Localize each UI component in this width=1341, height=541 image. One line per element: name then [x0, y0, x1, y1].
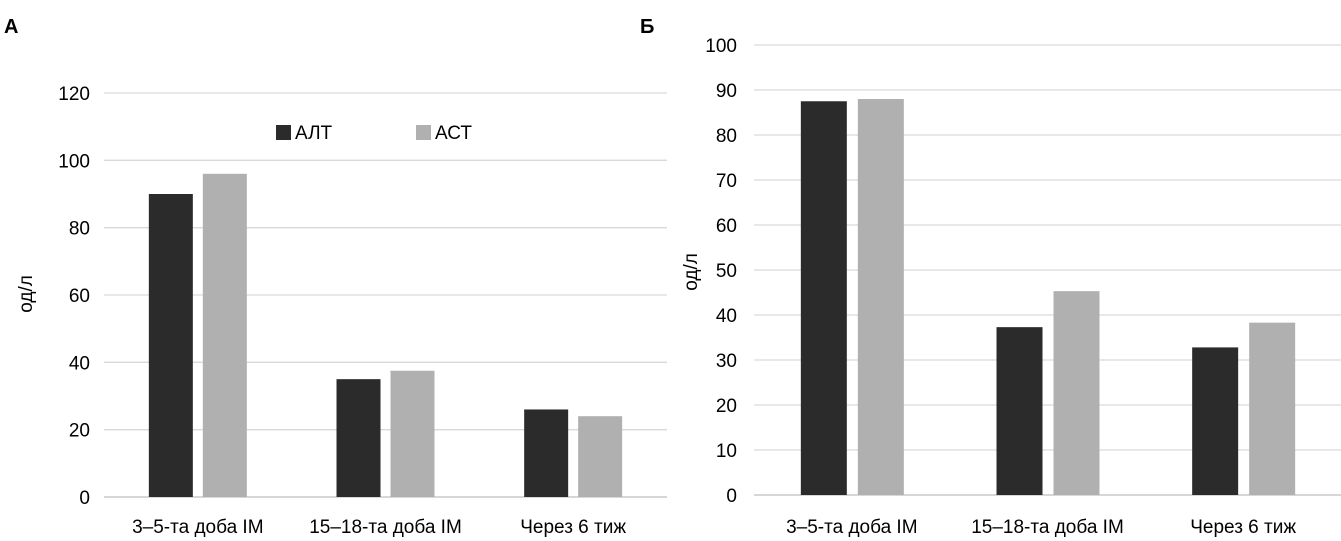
- y-tick-label-b-60: 60: [716, 216, 737, 237]
- bars-b: [800, 99, 1296, 495]
- panel-label-b: Б: [640, 16, 654, 38]
- legend-label-alt: АЛТ: [295, 123, 333, 144]
- x-category-label-b-2: Через 6 тиж: [1190, 517, 1296, 538]
- bar-a-s0-c1: [336, 379, 381, 497]
- chart-panel-a: А од/л 0 20 40 60 80 100 120 3–5-та доба ІМ 15–…: [4, 16, 667, 538]
- bars-a: [148, 173, 623, 498]
- y-ticks-b: 0 10 20 30 40 50 60 70 80 90 100: [705, 36, 737, 507]
- bar-a-s1-c0: [202, 173, 247, 498]
- bar-b-s0-c0: [800, 101, 847, 495]
- y-tick-label-b-90: 90: [716, 81, 737, 102]
- y-tick-label-a-100: 100: [58, 151, 90, 172]
- bar-b-s1-c1: [1053, 291, 1100, 495]
- y-tick-label-a-80: 80: [69, 219, 90, 240]
- legend-swatch-ast: [416, 125, 431, 140]
- legend-label-ast: АСТ: [435, 123, 472, 144]
- bar-b-s0-c2: [1192, 347, 1239, 495]
- y-tick-label-b-100: 100: [705, 36, 737, 57]
- grid-a: [104, 92, 667, 498]
- y-tick-label-b-0: 0: [726, 486, 737, 507]
- y-tick-label-b-70: 70: [716, 171, 737, 192]
- y-tick-label-b-20: 20: [716, 396, 737, 417]
- panel-label-a: А: [4, 16, 18, 38]
- y-tick-label-a-40: 40: [69, 353, 90, 374]
- y-tick-label-a-120: 120: [58, 84, 90, 105]
- chart-panel-b: Б од/л 0 10 20 30 40 50 60 70 80 90 100 3–5-та доб…: [640, 16, 1341, 538]
- bar-b-s0-c1: [996, 327, 1043, 495]
- y-tick-label-a-0: 0: [79, 488, 90, 509]
- x-categories-b: 3–5-та доба ІМ 15–18-та доба ІМ Через 6 ти…: [786, 517, 1296, 538]
- bar-a-s0-c2: [524, 409, 569, 497]
- y-tick-label-b-50: 50: [716, 261, 737, 282]
- x-categories-a: 3–5-та доба ІМ 15–18-та доба ІМ Через 6 ти…: [132, 517, 626, 538]
- y-tick-label-b-10: 10: [716, 441, 737, 462]
- y-tick-label-a-20: 20: [69, 421, 90, 442]
- legend-swatch-alt: [276, 125, 291, 140]
- y-axis-label-a: од/л: [16, 275, 37, 313]
- bar-a-s0-c0: [148, 194, 193, 497]
- x-category-label-a-2: Через 6 тиж: [520, 517, 626, 538]
- grid-b: [754, 44, 1341, 496]
- y-tick-label-a-60: 60: [69, 286, 90, 307]
- x-category-label-b-1: 15–18-та доба ІМ: [971, 517, 1124, 538]
- bar-b-s1-c0: [857, 99, 904, 495]
- x-category-label-b-0: 3–5-та доба ІМ: [786, 517, 917, 538]
- x-category-label-a-0: 3–5-та доба ІМ: [132, 517, 263, 538]
- bar-a-s1-c1: [390, 370, 435, 497]
- bar-a-s1-c2: [578, 416, 623, 497]
- legend-a: АЛТ АСТ: [276, 123, 472, 144]
- y-tick-label-b-30: 30: [716, 351, 737, 372]
- y-tick-label-b-40: 40: [716, 306, 737, 327]
- x-category-label-a-1: 15–18-та доба ІМ: [309, 517, 462, 538]
- y-ticks-a: 0 20 40 60 80 100 120: [58, 84, 90, 509]
- y-axis-label-b: од/л: [681, 253, 702, 291]
- y-tick-label-b-80: 80: [716, 126, 737, 147]
- bar-b-s1-c2: [1249, 322, 1296, 495]
